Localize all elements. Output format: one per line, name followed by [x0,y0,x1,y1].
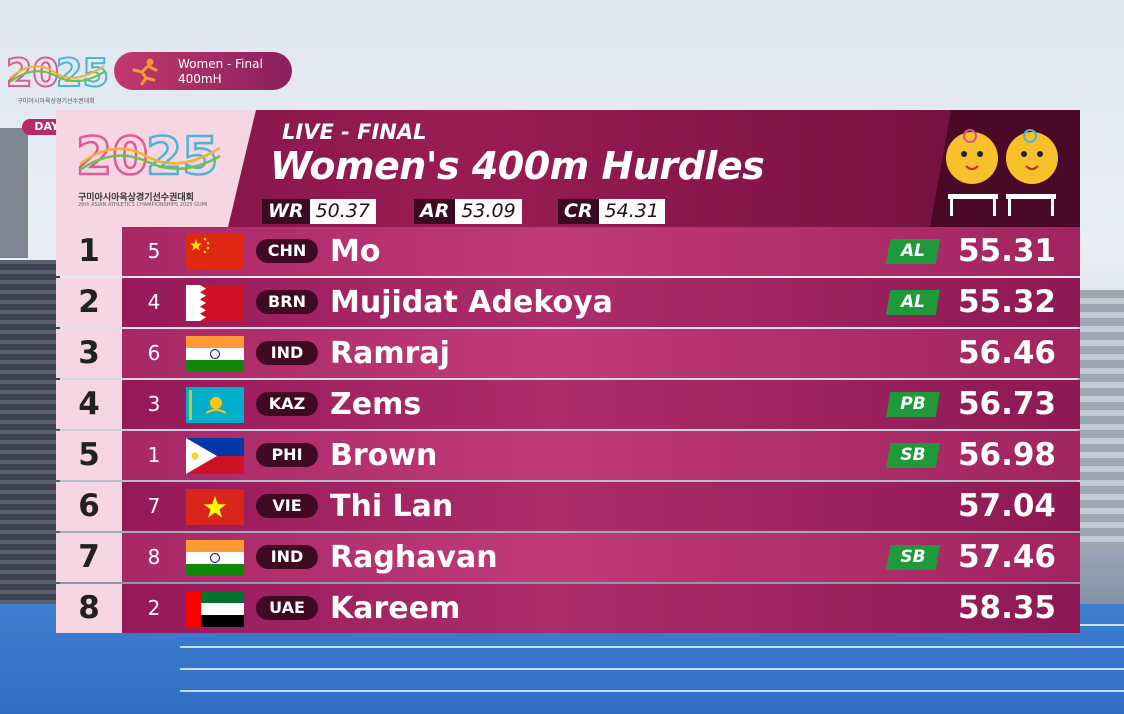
table-row: 6 7 VIE Thi Lan 57.04 [56,482,1080,533]
record-ar: AR 53.09 [414,199,522,224]
lane-cell: 5 [147,239,161,263]
result-time: 55.31 [957,233,1056,269]
country-code: CHN [256,239,318,263]
country-code: IND [256,341,318,365]
result-time: 56.98 [957,437,1056,473]
result-time: 56.46 [957,335,1056,371]
record-badge: AL [886,290,940,315]
logo-korean-text: 구미아시아육상경기선수권대회 [78,193,194,203]
event-title: Women's 400m Hurdles [270,144,765,188]
country-code: BRN [256,290,318,314]
country-code: VIE [256,494,318,518]
table-row: 4 3 KAZ Zems PB 56.73 [56,380,1080,431]
result-time: 56.73 [957,386,1056,422]
uae-flag-icon [186,591,244,627]
place-cell: 8 [56,584,122,633]
record-badge: SB [886,443,940,468]
place-cell: 2 [56,278,122,327]
stands-right [1078,290,1124,550]
live-final-label: LIVE - FINAL [282,120,427,144]
vietnam-flag-icon [186,489,244,525]
mascot-panel [930,110,1080,227]
place-cell: 4 [56,380,122,429]
result-time: 57.46 [957,539,1056,575]
country-code: PHI [256,443,318,467]
record-label: CR [558,199,599,224]
record-label: WR [262,199,310,224]
lane-cell: 2 [147,596,161,620]
place-cell: 3 [56,329,122,378]
table-row: 5 1 PHI Brown SB 56.98 [56,431,1080,482]
header-logo-panel: 20 25 구미아시아육상경기선수권대회 26th ASIAN ATHLETIC… [56,110,256,227]
record-wr: WR 50.37 [262,199,376,224]
record-badge: AL [886,239,940,264]
lane-cell: 6 [147,341,161,365]
results-board: 20 25 구미아시아육상경기선수권대회 26th ASIAN ATHLETIC… [56,110,1080,634]
lane-cell: 7 [147,494,161,518]
athlete-name: Mujidat Adekoya [330,285,613,320]
mascot-icon [946,129,1058,216]
kazakhstan-flag-icon [186,387,244,423]
athlete-name: Brown [330,438,438,473]
china-flag-icon [186,234,244,270]
table-row: 8 2 UAE Kareem 58.35 [56,584,1080,635]
event-phase: Women - Final [178,57,263,71]
india-flag-icon [186,336,244,372]
record-value: 50.37 [309,199,376,224]
logo-english-text: 26th ASIAN ATHLETICS CHAMPIONSHIPS 2025 … [78,202,208,208]
floodlight-tower [0,128,28,258]
table-row: 1 5 CHN Mo AL 55.31 [56,227,1080,278]
record-value: 54.31 [598,199,665,224]
lane-cell: 8 [147,545,161,569]
lane-cell: 3 [147,392,161,416]
result-time: 58.35 [957,590,1056,626]
result-time: 57.04 [957,488,1056,524]
philippines-flag-icon [186,438,244,474]
svg-text:25: 25 [56,51,108,94]
svg-text:20: 20 [76,127,148,184]
championship-logo-large: 20 25 [75,126,221,184]
stands-left [0,260,60,640]
board-header: 20 25 구미아시아육상경기선수권대회 26th ASIAN ATHLETIC… [56,110,1080,227]
record-value: 53.09 [455,199,522,224]
record-badge: SB [886,545,940,570]
record-cr: CR 54.31 [558,199,665,224]
results-table: 1 5 CHN Mo AL 55.31 2 4 BRN [56,227,1080,635]
table-row: 2 4 BRN Mujidat Adekoya AL 55.32 [56,278,1080,329]
championship-logo: 20 25 구미아시아육상경기선수권대회 [4,48,110,105]
record-badge: PB [886,392,940,417]
athlete-name: Mo [330,234,381,269]
lane-cell: 4 [147,290,161,314]
event-name-short: 400mH [178,72,222,86]
athlete-name: Kareem [330,591,461,626]
india-flag-icon [186,540,244,576]
record-label: AR [414,199,456,224]
athlete-name: Zems [330,387,422,422]
place-cell: 1 [56,227,122,276]
logo-caption: 구미아시아육상경기선수권대회 [17,98,95,105]
result-time: 55.32 [957,284,1056,320]
country-code: KAZ [256,392,318,416]
athlete-name: Ramraj [330,336,450,371]
table-row: 7 8 IND Raghavan SB 57.46 [56,533,1080,584]
table-row: 3 6 IND Ramraj 56.46 [56,329,1080,380]
event-pill: Women - Final 400mH [114,52,292,90]
lane-cell: 1 [147,443,161,467]
country-code: IND [256,545,318,569]
athlete-name: Thi Lan [330,489,454,524]
place-cell: 6 [56,482,122,531]
bahrain-flag-icon [186,285,244,321]
athlete-name: Raghavan [330,540,498,575]
country-code: UAE [256,596,318,620]
place-cell: 7 [56,533,122,582]
hurdler-icon [132,58,158,86]
place-cell: 5 [56,431,122,480]
